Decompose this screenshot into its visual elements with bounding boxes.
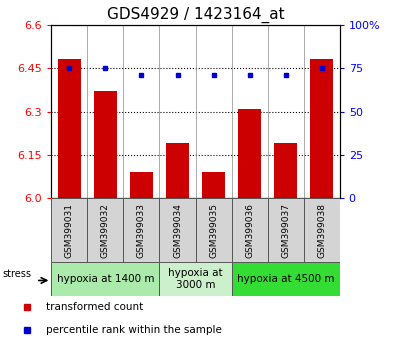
Text: percentile rank within the sample: percentile rank within the sample bbox=[46, 325, 222, 335]
Text: GSM399034: GSM399034 bbox=[173, 202, 182, 258]
Text: hypoxia at
3000 m: hypoxia at 3000 m bbox=[168, 268, 223, 290]
Text: transformed count: transformed count bbox=[46, 302, 143, 312]
Bar bbox=[94, 91, 117, 198]
Title: GDS4929 / 1423164_at: GDS4929 / 1423164_at bbox=[107, 7, 284, 23]
Text: GSM399037: GSM399037 bbox=[281, 202, 290, 258]
Bar bbox=[123, 198, 160, 262]
Text: GSM399038: GSM399038 bbox=[317, 202, 326, 258]
Bar bbox=[238, 109, 261, 198]
Bar bbox=[310, 59, 333, 198]
Bar bbox=[231, 198, 267, 262]
Bar bbox=[58, 59, 81, 198]
Bar bbox=[160, 262, 231, 296]
Text: GSM399036: GSM399036 bbox=[245, 202, 254, 258]
Bar bbox=[51, 262, 160, 296]
Text: GSM399035: GSM399035 bbox=[209, 202, 218, 258]
Bar bbox=[196, 198, 231, 262]
Bar bbox=[202, 172, 225, 198]
Bar bbox=[87, 198, 123, 262]
Bar bbox=[304, 198, 340, 262]
Bar bbox=[160, 198, 196, 262]
Text: stress: stress bbox=[3, 269, 32, 279]
Text: hypoxia at 1400 m: hypoxia at 1400 m bbox=[56, 274, 154, 284]
Text: GSM399031: GSM399031 bbox=[65, 202, 74, 258]
Text: GSM399033: GSM399033 bbox=[137, 202, 146, 258]
Text: hypoxia at 4500 m: hypoxia at 4500 m bbox=[237, 274, 335, 284]
Bar bbox=[274, 143, 297, 198]
Bar bbox=[166, 143, 189, 198]
Bar bbox=[231, 262, 340, 296]
Bar bbox=[51, 198, 87, 262]
Text: GSM399032: GSM399032 bbox=[101, 202, 110, 258]
Bar bbox=[130, 172, 153, 198]
Bar bbox=[267, 198, 304, 262]
